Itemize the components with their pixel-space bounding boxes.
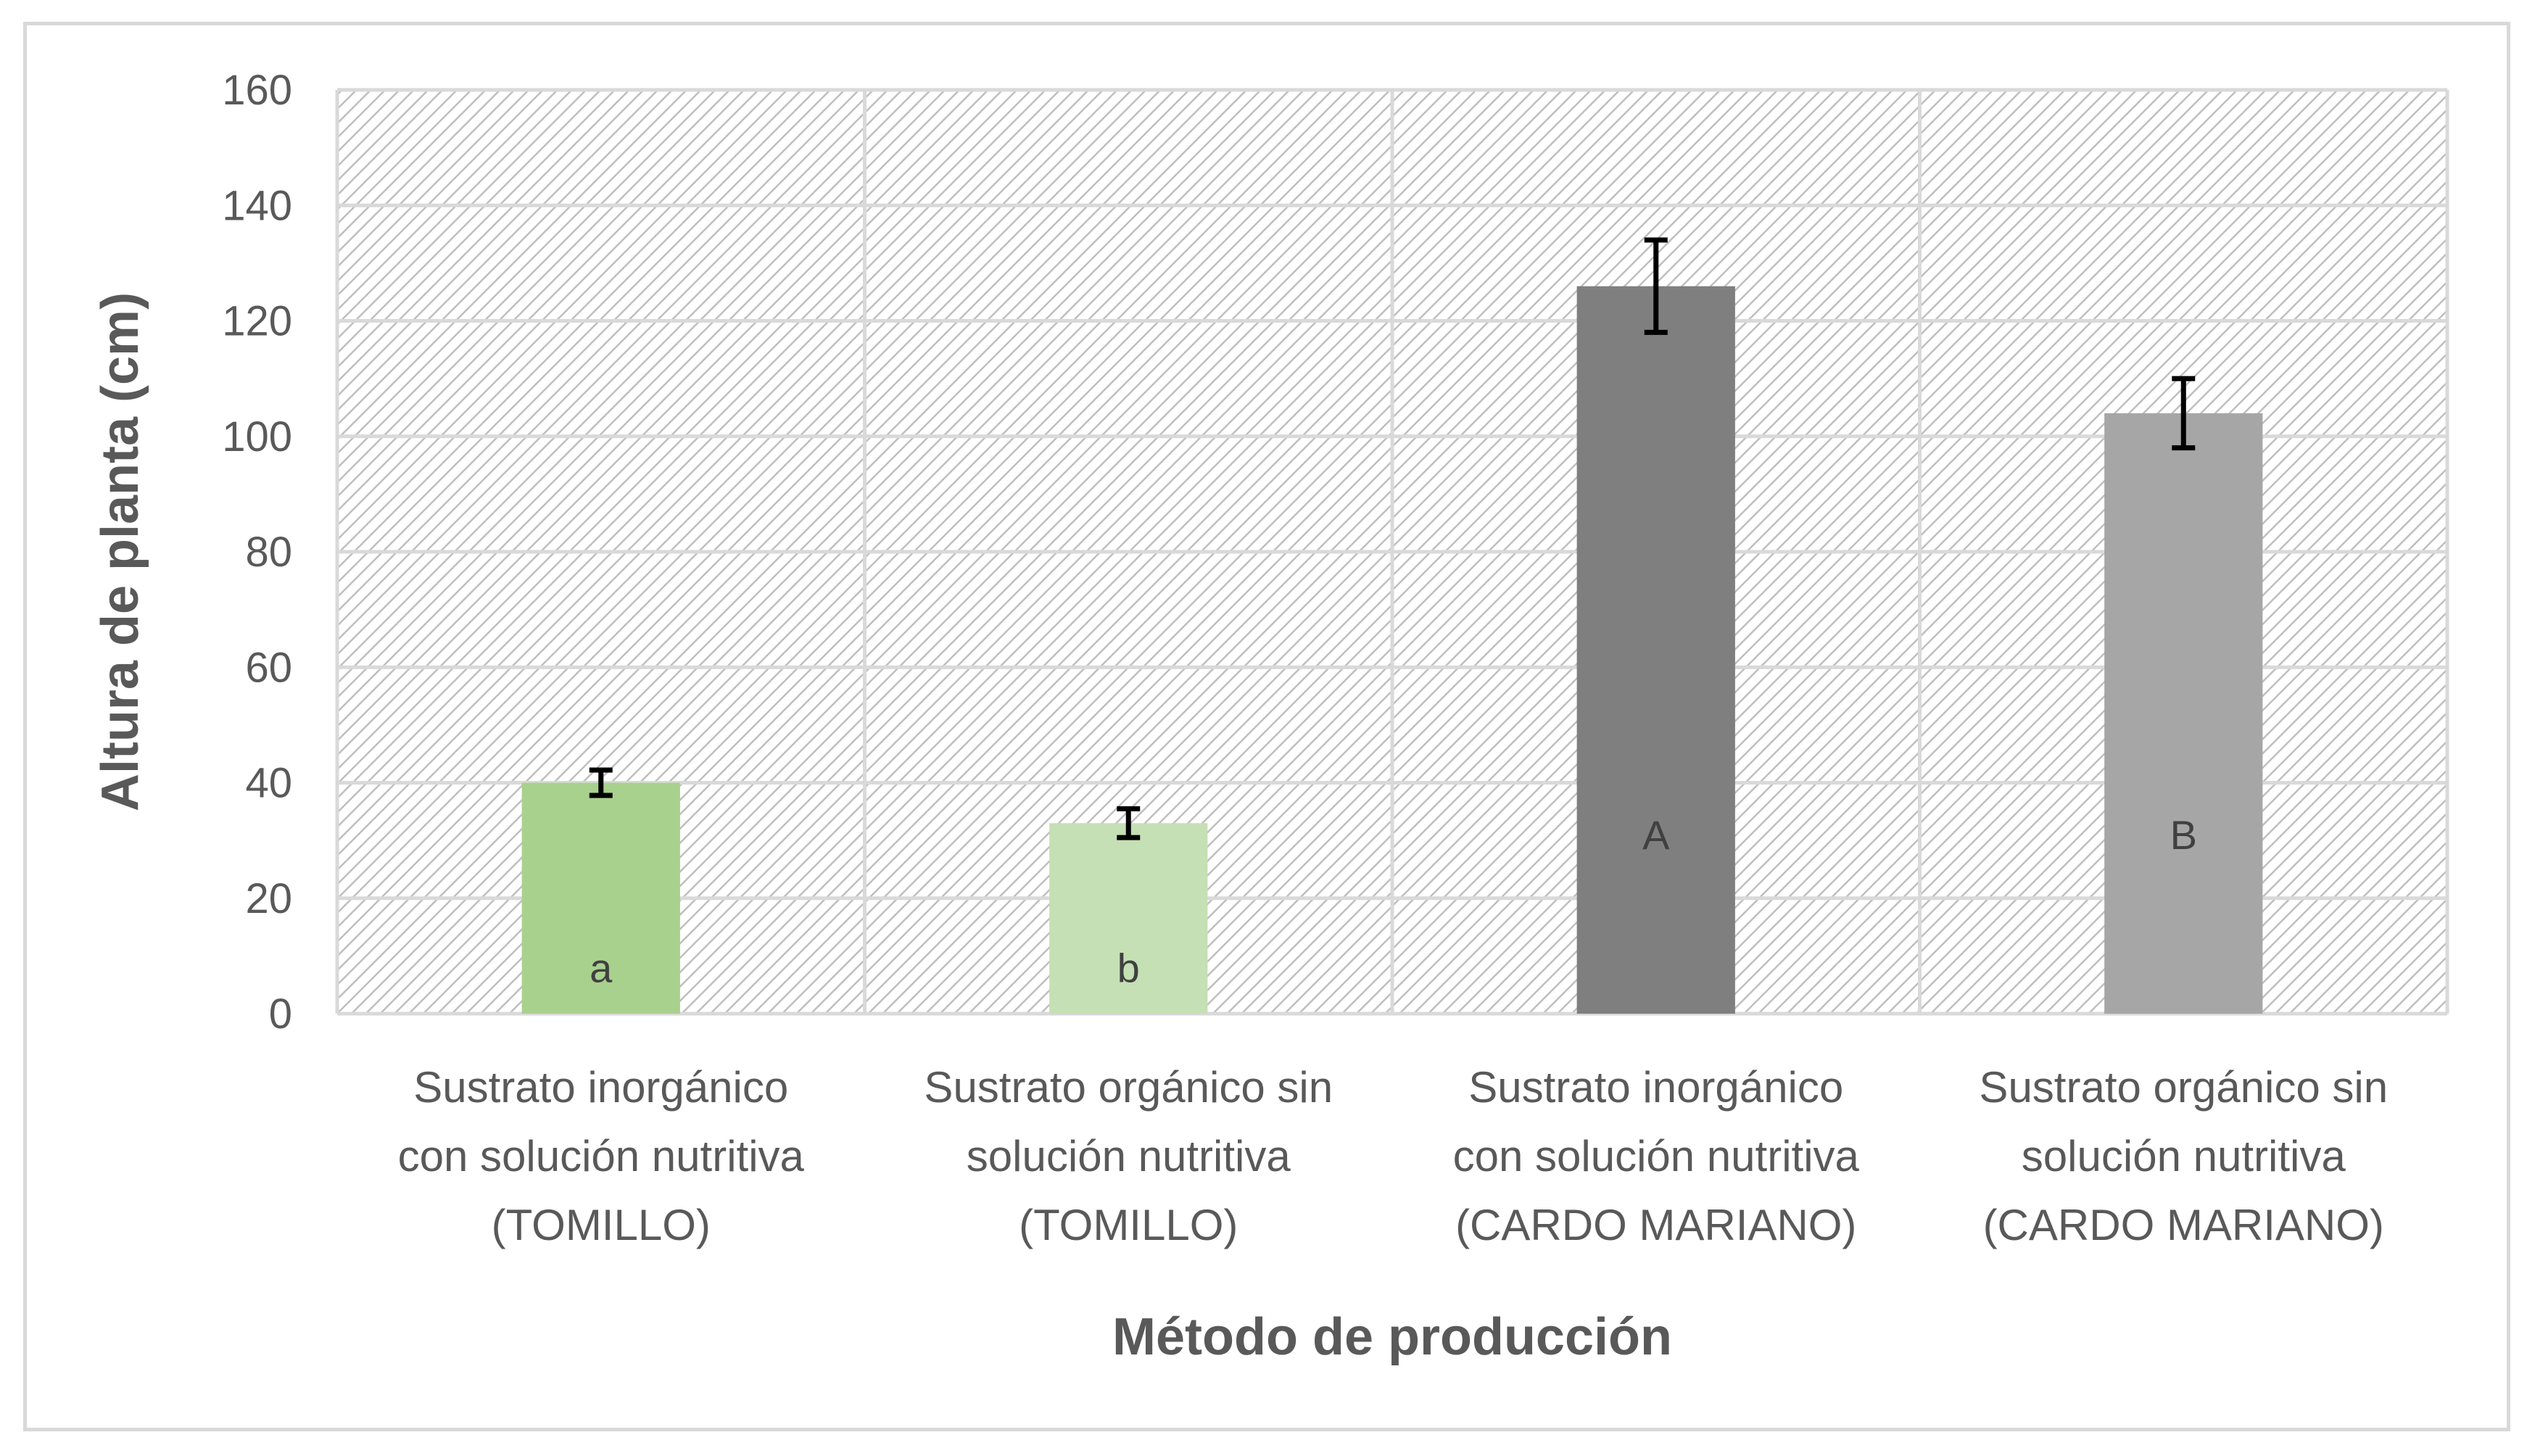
bar xyxy=(1576,286,1735,1014)
gridlines xyxy=(335,88,2449,1016)
x-axis-title: Método de producción xyxy=(1112,1308,1672,1366)
significance-letter: A xyxy=(1642,812,1670,858)
bar xyxy=(521,782,680,1014)
x-category-label: (CARDO MARIANO) xyxy=(1983,1201,2384,1249)
x-category-label: con solución nutritiva xyxy=(1453,1132,1860,1180)
x-category-label: Sustrato orgánico sin xyxy=(924,1063,1333,1112)
x-category-label: solución nutritiva xyxy=(2022,1132,2346,1180)
y-tick-label: 100 xyxy=(222,413,292,460)
significance-letter: a xyxy=(590,945,613,990)
x-category-label: (TOMILLO) xyxy=(492,1201,711,1249)
axis-labels: 0 20 40 60 80 100 120 140 160 a Sustrato inorgánic… xyxy=(222,67,2388,1249)
bar xyxy=(2104,413,2263,1014)
x-category-label: (CARDO MARIANO) xyxy=(1455,1201,1856,1249)
x-category-label: Sustrato orgánico sin xyxy=(1979,1063,2388,1112)
y-tick-label: 40 xyxy=(245,760,292,807)
y-tick-label: 120 xyxy=(222,298,292,345)
x-category-label: con solución nutritiva xyxy=(398,1132,805,1180)
bar xyxy=(1049,823,1208,1014)
significance-letter: b xyxy=(1117,945,1140,990)
x-category-label: Sustrato inorgánico xyxy=(1468,1063,1843,1112)
x-category-label: solución nutritiva xyxy=(967,1132,1291,1180)
significance-letter: B xyxy=(2170,812,2197,858)
x-category-label: (TOMILLO) xyxy=(1019,1201,1238,1249)
y-tick-label: 0 xyxy=(269,990,292,1038)
y-tick-label: 20 xyxy=(245,875,292,922)
bars xyxy=(521,237,2263,1014)
y-tick-label: 160 xyxy=(222,67,292,114)
y-tick-label: 140 xyxy=(222,182,292,229)
x-category-label: Sustrato inorgánico xyxy=(413,1063,788,1112)
y-tick-label: 80 xyxy=(245,529,292,576)
y-axis-title: Altura de planta (cm) xyxy=(91,292,149,811)
y-tick-label: 60 xyxy=(245,644,292,691)
